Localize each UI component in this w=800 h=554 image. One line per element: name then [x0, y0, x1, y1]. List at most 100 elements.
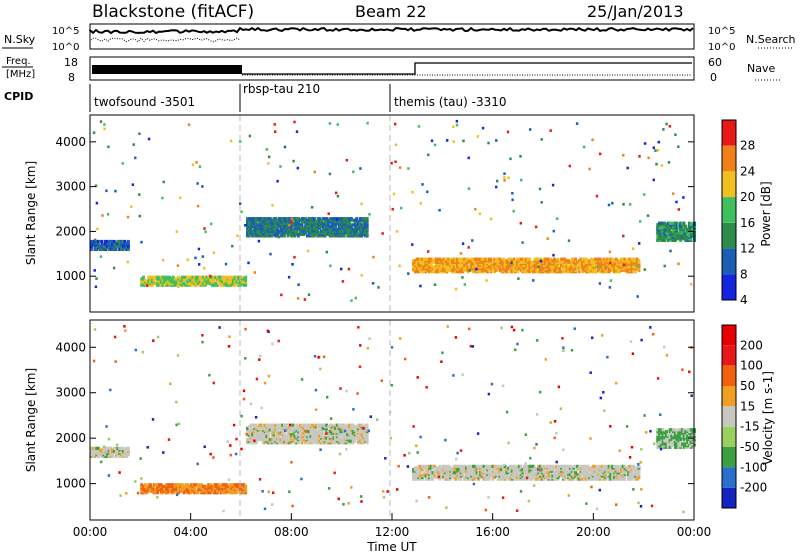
heatmap-cell [323, 220, 327, 224]
heatmap-cell [204, 230, 207, 234]
heatmap-cell [302, 217, 306, 221]
heatmap-cell [505, 259, 509, 263]
heatmap-cell [472, 482, 476, 486]
heatmap-cell [297, 228, 300, 232]
heatmap-cell [318, 423, 322, 427]
heatmap-cell [407, 167, 410, 170]
colorbar-tick-label: 8 [740, 267, 748, 281]
heatmap-cell [509, 157, 512, 161]
heatmap-cell [691, 234, 695, 238]
heatmap-cell [547, 469, 551, 473]
heatmap-cell [286, 234, 290, 238]
heatmap-cell [629, 203, 632, 206]
heatmap-cell [197, 247, 201, 251]
heatmap-cell [590, 485, 593, 489]
heatmap-cell [300, 438, 304, 442]
heatmap-cell [598, 270, 602, 274]
heatmap-cell [334, 217, 337, 221]
heatmap-cell [267, 431, 270, 435]
heatmap-cell [376, 418, 379, 421]
heatmap-cell [365, 436, 369, 440]
heatmap-cell [661, 428, 665, 432]
heatmap-cell [365, 217, 369, 221]
heatmap-cell [628, 257, 632, 261]
heatmap-cell [650, 504, 654, 508]
heatmap-cell [456, 257, 459, 261]
heatmap-cell [221, 275, 225, 279]
heatmap-cell [530, 263, 533, 268]
heatmap-cell [342, 423, 346, 427]
heatmap-cell [300, 228, 304, 232]
heatmap-cell [319, 367, 322, 371]
heatmap-cell [295, 231, 299, 235]
heatmap-cell [420, 257, 424, 261]
heatmap-cell [191, 275, 195, 279]
heatmap-cell [251, 217, 255, 221]
heatmap-cell [125, 446, 128, 450]
heatmap-cell [342, 503, 345, 506]
heatmap-cell [172, 483, 175, 487]
heatmap-cell [334, 232, 337, 236]
heatmap-cell [589, 437, 592, 440]
heatmap-cell [640, 488, 643, 491]
heatmap-cell [279, 217, 283, 221]
colorbar-tick-label: 28 [740, 139, 755, 153]
heatmap-cell [510, 261, 513, 264]
heatmap-cell [417, 471, 421, 475]
heatmap-cell [224, 483, 228, 487]
heatmap-cell [151, 418, 155, 421]
heatmap-cell [258, 217, 262, 221]
heatmap-cell [454, 270, 458, 274]
heatmap-cell [328, 224, 332, 229]
heatmap-cell [523, 267, 526, 271]
heatmap-cell [450, 259, 454, 263]
heatmap-cell [670, 431, 674, 435]
heatmap-cell [475, 464, 479, 468]
heatmap-cell [126, 260, 129, 264]
heatmap-cell [149, 278, 152, 283]
heatmap-cell [261, 426, 265, 430]
heatmap-cell [500, 326, 503, 330]
heatmap-cell [682, 428, 686, 432]
heatmap-cell [107, 243, 111, 247]
heatmap-cell [347, 267, 351, 271]
heatmap-cell [413, 466, 417, 470]
heatmap-cell [457, 474, 461, 478]
heatmap-cell [321, 423, 325, 427]
heatmap-cell [154, 483, 158, 487]
heatmap-cell [309, 439, 313, 443]
heatmap-cell [588, 167, 591, 171]
heatmap-cell [632, 262, 636, 266]
heatmap-cell [350, 226, 353, 230]
heatmap-cell [507, 263, 511, 268]
heatmap-cell [348, 423, 351, 427]
heatmap-cell [404, 357, 407, 361]
heatmap-cell [630, 464, 634, 468]
heatmap-cell [689, 232, 693, 236]
heatmap-cell [495, 185, 498, 189]
heatmap-cell [207, 483, 211, 487]
heatmap-cell [290, 436, 293, 440]
heatmap-cell [659, 440, 663, 445]
heatmap-cell [272, 226, 276, 230]
heatmap-cell [568, 267, 572, 271]
heatmap-cell [662, 128, 665, 131]
heatmap-cell [244, 224, 247, 227]
heatmap-cell [244, 327, 247, 331]
heatmap-cell [389, 436, 393, 440]
heatmap-cell [686, 234, 689, 238]
heatmap-cell [598, 488, 601, 492]
heatmap-cell [691, 231, 695, 235]
heatmap-cell [114, 241, 118, 245]
heatmap-cell [507, 466, 511, 470]
heatmap-cell [182, 484, 186, 488]
heatmap-cell [627, 257, 630, 261]
heatmap-cell [688, 234, 691, 238]
heatmap-cell [198, 165, 202, 168]
heatmap-cell [446, 325, 449, 328]
heatmap-cell [455, 457, 458, 461]
heatmap-cell [281, 223, 285, 227]
heatmap-cell [524, 471, 528, 475]
heatmap-cell [242, 280, 246, 284]
heatmap-cell [567, 464, 570, 468]
